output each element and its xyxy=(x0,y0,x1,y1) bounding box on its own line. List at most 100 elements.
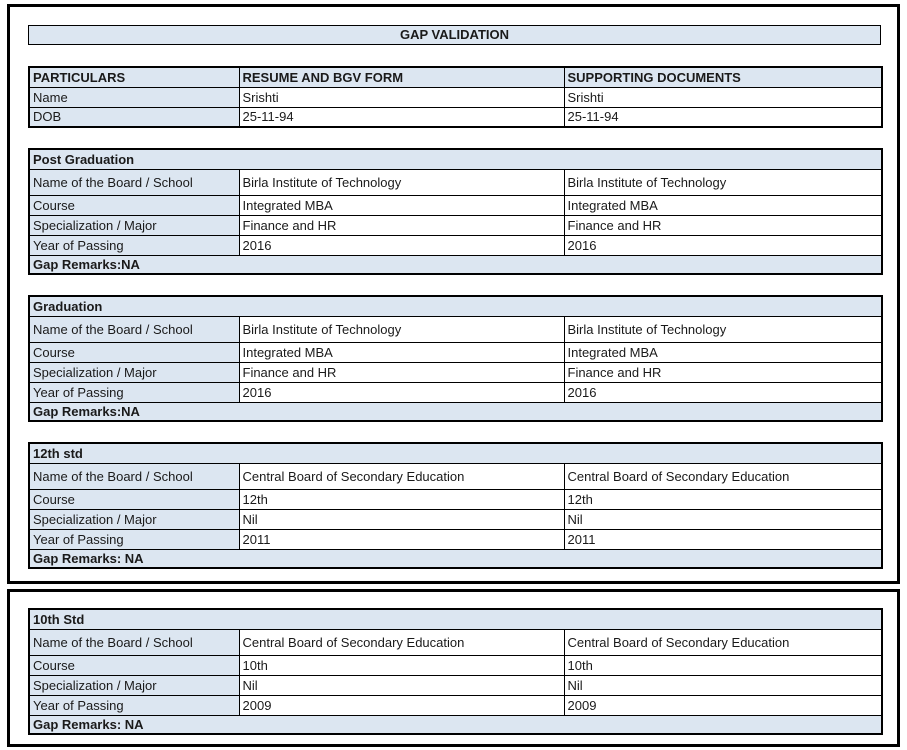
section-table-10th-std: 10th Std Name of the Board / School Cent… xyxy=(28,608,883,735)
value-year-resume: 2011 xyxy=(238,528,565,550)
row-label-course: Course xyxy=(28,194,240,216)
value-course-supporting: Integrated MBA xyxy=(563,341,883,363)
value-board-school-supporting: Birla Institute of Technology xyxy=(563,168,883,196)
value-specialization-supporting: Nil xyxy=(563,674,883,696)
table-row-specialization: Specialization / Major Finance and HR Fi… xyxy=(28,214,883,236)
section-table-post-graduation: Post Graduation Name of the Board / Scho… xyxy=(28,148,883,275)
table-row-specialization: Specialization / Major Nil Nil xyxy=(28,674,883,696)
row-label-course: Course xyxy=(28,341,240,363)
table-row-course: Course 10th 10th xyxy=(28,654,883,676)
value-course-supporting: Integrated MBA xyxy=(563,194,883,216)
row-label-course: Course xyxy=(28,488,240,510)
table-row-year-of-passing: Year of Passing 2016 2016 xyxy=(28,234,883,256)
gap-remarks-row: Gap Remarks:NA xyxy=(28,254,883,275)
table-row-specialization: Specialization / Major Finance and HR Fi… xyxy=(28,361,883,383)
table-row-board-school: Name of the Board / School Central Board… xyxy=(28,462,883,490)
value-specialization-resume: Finance and HR xyxy=(238,361,565,383)
value-year-supporting: 2016 xyxy=(563,381,883,403)
value-course-supporting: 10th xyxy=(563,654,883,676)
value-dob-resume: 25-11-94 xyxy=(238,106,565,128)
value-year-resume: 2016 xyxy=(238,234,565,256)
gap-remarks-row: Gap Remarks: NA xyxy=(28,714,883,735)
row-label-board-school: Name of the Board / School xyxy=(28,462,240,490)
value-board-school-resume: Central Board of Secondary Education xyxy=(238,628,565,656)
section-heading-row: Graduation xyxy=(28,295,883,317)
section-heading-graduation: Graduation xyxy=(28,295,883,317)
value-course-supporting: 12th xyxy=(563,488,883,510)
row-label-year-of-passing: Year of Passing xyxy=(28,234,240,256)
row-label-specialization: Specialization / Major xyxy=(28,674,240,696)
value-dob-supporting: 25-11-94 xyxy=(563,106,883,128)
value-specialization-supporting: Finance and HR xyxy=(563,361,883,383)
table-row-dob: DOB 25-11-94 25-11-94 xyxy=(28,106,883,128)
row-label-board-school: Name of the Board / School xyxy=(28,628,240,656)
table-row-specialization: Specialization / Major Nil Nil xyxy=(28,508,883,530)
section-heading-10th-std: 10th Std xyxy=(28,608,883,630)
value-specialization-resume: Finance and HR xyxy=(238,214,565,236)
section-table-graduation: Graduation Name of the Board / School Bi… xyxy=(28,295,883,422)
value-name-supporting: Srishti xyxy=(563,86,883,108)
table-row-year-of-passing: Year of Passing 2011 2011 xyxy=(28,528,883,550)
value-board-school-resume: Central Board of Secondary Education xyxy=(238,462,565,490)
value-specialization-supporting: Finance and HR xyxy=(563,214,883,236)
section-heading-row: Post Graduation xyxy=(28,148,883,170)
table-row-year-of-passing: Year of Passing 2016 2016 xyxy=(28,381,883,403)
table-row-board-school: Name of the Board / School Central Board… xyxy=(28,628,883,656)
value-board-school-supporting: Central Board of Secondary Education xyxy=(563,462,883,490)
particulars-header-row: PARTICULARS RESUME AND BGV FORM SUPPORTI… xyxy=(28,66,883,88)
value-name-resume: Srishti xyxy=(238,86,565,108)
page-frame-1: GAP VALIDATION PARTICULARS RESUME AND BG… xyxy=(7,4,900,584)
value-course-resume: 12th xyxy=(238,488,565,510)
value-year-resume: 2009 xyxy=(238,694,565,716)
header-cell-particulars: PARTICULARS xyxy=(28,66,240,88)
value-year-resume: 2016 xyxy=(238,381,565,403)
gap-remarks-row: Gap Remarks: NA xyxy=(28,548,883,569)
section-heading-row: 10th Std xyxy=(28,608,883,630)
row-label-specialization: Specialization / Major xyxy=(28,214,240,236)
value-course-resume: 10th xyxy=(238,654,565,676)
gap-remarks-12th-std: Gap Remarks: NA xyxy=(28,548,883,569)
section-table-12th-std: 12th std Name of the Board / School Cent… xyxy=(28,442,883,569)
value-board-school-resume: Birla Institute of Technology xyxy=(238,315,565,343)
section-heading-12th-std: 12th std xyxy=(28,442,883,464)
table-row-year-of-passing: Year of Passing 2009 2009 xyxy=(28,694,883,716)
header-cell-supporting-docs: SUPPORTING DOCUMENTS xyxy=(563,66,883,88)
value-specialization-resume: Nil xyxy=(238,508,565,530)
value-board-school-resume: Birla Institute of Technology xyxy=(238,168,565,196)
table-row-board-school: Name of the Board / School Birla Institu… xyxy=(28,315,883,343)
value-year-supporting: 2009 xyxy=(563,694,883,716)
row-label-dob: DOB xyxy=(28,106,240,128)
value-specialization-supporting: Nil xyxy=(563,508,883,530)
table-row-course: Course Integrated MBA Integrated MBA xyxy=(28,194,883,216)
value-specialization-resume: Nil xyxy=(238,674,565,696)
value-board-school-supporting: Central Board of Secondary Education xyxy=(563,628,883,656)
row-label-specialization: Specialization / Major xyxy=(28,508,240,530)
row-label-name: Name xyxy=(28,86,240,108)
row-label-board-school: Name of the Board / School xyxy=(28,168,240,196)
header-cell-resume-bgv: RESUME AND BGV FORM xyxy=(238,66,565,88)
gap-remarks-post-graduation: Gap Remarks:NA xyxy=(28,254,883,275)
table-row-course: Course Integrated MBA Integrated MBA xyxy=(28,341,883,363)
value-course-resume: Integrated MBA xyxy=(238,194,565,216)
table-row-course: Course 12th 12th xyxy=(28,488,883,510)
value-board-school-supporting: Birla Institute of Technology xyxy=(563,315,883,343)
document-title: GAP VALIDATION xyxy=(28,25,881,45)
section-heading-row: 12th std xyxy=(28,442,883,464)
gap-remarks-graduation: Gap Remarks:NA xyxy=(28,401,883,422)
value-year-supporting: 2016 xyxy=(563,234,883,256)
row-label-board-school: Name of the Board / School xyxy=(28,315,240,343)
row-label-year-of-passing: Year of Passing xyxy=(28,694,240,716)
gap-remarks-row: Gap Remarks:NA xyxy=(28,401,883,422)
row-label-year-of-passing: Year of Passing xyxy=(28,528,240,550)
page-frame-2: 10th Std Name of the Board / School Cent… xyxy=(7,589,900,747)
value-year-supporting: 2011 xyxy=(563,528,883,550)
row-label-specialization: Specialization / Major xyxy=(28,361,240,383)
table-row-board-school: Name of the Board / School Birla Institu… xyxy=(28,168,883,196)
row-label-course: Course xyxy=(28,654,240,676)
section-heading-post-graduation: Post Graduation xyxy=(28,148,883,170)
particulars-table: PARTICULARS RESUME AND BGV FORM SUPPORTI… xyxy=(28,66,883,128)
table-row-name: Name Srishti Srishti xyxy=(28,86,883,108)
gap-remarks-10th-std: Gap Remarks: NA xyxy=(28,714,883,735)
row-label-year-of-passing: Year of Passing xyxy=(28,381,240,403)
